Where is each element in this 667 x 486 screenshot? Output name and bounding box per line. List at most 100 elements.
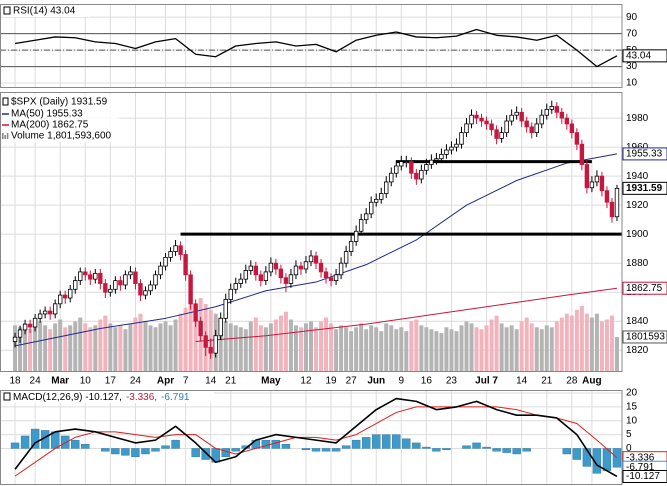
volume-bar [148,325,153,372]
y-tick-label: 1920 [626,200,649,211]
candle-body [173,245,178,252]
volume-bar [524,317,529,372]
value-box-label: 1862.75 [626,283,663,294]
candle-body [183,254,188,276]
histogram-bar [331,448,341,452]
y-tick-label: 15 [626,402,638,413]
volume-bar [329,323,334,372]
histogram-bar [61,435,70,449]
candle-body [529,126,534,134]
x-tick-label: May [261,376,281,387]
volume-bar [539,329,544,372]
volume-bar [584,313,589,372]
candle-body [22,323,28,331]
volume-bar [98,319,103,372]
volume-bar [288,319,293,372]
candle-body [193,303,198,322]
value-box-label: -6.791 [626,462,655,473]
volume-bar [108,323,113,372]
candle-body [409,161,414,174]
candle-body [158,265,163,276]
candle-body [278,268,284,279]
volume-bar [33,327,38,372]
volume-bar [78,317,83,372]
legend-label: $SPX (Daily) 1931.59 [11,97,108,108]
volume-bar [469,323,474,372]
volume-bar [389,325,394,372]
volume-bar [569,315,574,372]
value-box-label: -3.336 [626,452,655,463]
candle-body [514,111,519,116]
candle-body [384,181,389,194]
histogram-bar [382,434,391,449]
candle-body [113,280,118,290]
histogram-bar [121,448,130,456]
volume-bar [324,317,329,372]
candle-body [479,117,484,122]
title-part: -6.791 [161,392,190,403]
x-tick-label: Mar [51,376,69,387]
volume-bar [559,317,564,372]
value-box-label: 43.04 [626,50,651,61]
candle-body [469,114,474,125]
candle-body [143,290,148,296]
histogram-bar [101,448,110,452]
histogram-bar [221,448,230,457]
volume-bar [123,329,128,372]
x-tick-label: 19 [326,376,338,387]
candle-body [363,213,369,221]
volume-bar [58,319,63,372]
histogram-bar [171,439,180,449]
candle-body [148,284,153,292]
candle-body [308,255,314,263]
x-tick-label: 14 [516,376,528,387]
volume-bar [283,311,288,372]
histogram-bar [482,446,491,449]
candle-body [504,120,509,134]
x-tick-label: 16 [421,376,433,387]
candle-body [133,271,138,284]
histogram-bar [372,434,381,449]
value-box [622,469,667,483]
volume-bar [73,321,78,372]
candle-body [188,274,193,305]
histogram-bar [562,448,572,455]
histogram-bar [592,448,602,474]
volume-bar [474,327,479,372]
candle-body [263,271,269,282]
volume-bar [143,321,148,372]
candle-body [454,143,459,148]
histogram-bar [472,442,481,449]
volume-bar [484,325,489,372]
candle-body [203,335,208,348]
volume-bar [454,331,459,372]
histogram-bar [351,439,361,449]
volume-bar [133,317,138,372]
candle-body [484,120,489,125]
y-tick-label: 10 [626,415,638,426]
volume-bar [424,327,429,372]
candle-body [218,317,223,337]
value-box-label: 1931.59 [626,183,663,194]
volume-bar [314,327,319,372]
title-icon [3,6,11,15]
volume-bar [53,323,58,372]
value-box-label: 1955.33 [626,149,663,160]
candle-body [318,262,324,273]
histogram-bar [231,448,240,452]
volume-bar [18,327,23,372]
volume-bar [374,327,379,372]
y-tick-label: 90 [626,12,638,23]
volume-bar [188,302,193,372]
candle-body [47,310,53,315]
y-tick-label: 5 [626,429,632,440]
macd-line [14,397,618,478]
volume-bar [173,319,178,372]
histogram-bar [281,444,291,449]
volume-bar [459,325,464,372]
x-tick-label: 24 [30,376,42,387]
volume-bar [273,319,278,372]
histogram-bar [412,442,421,449]
x-tick-label: 14 [205,376,217,387]
